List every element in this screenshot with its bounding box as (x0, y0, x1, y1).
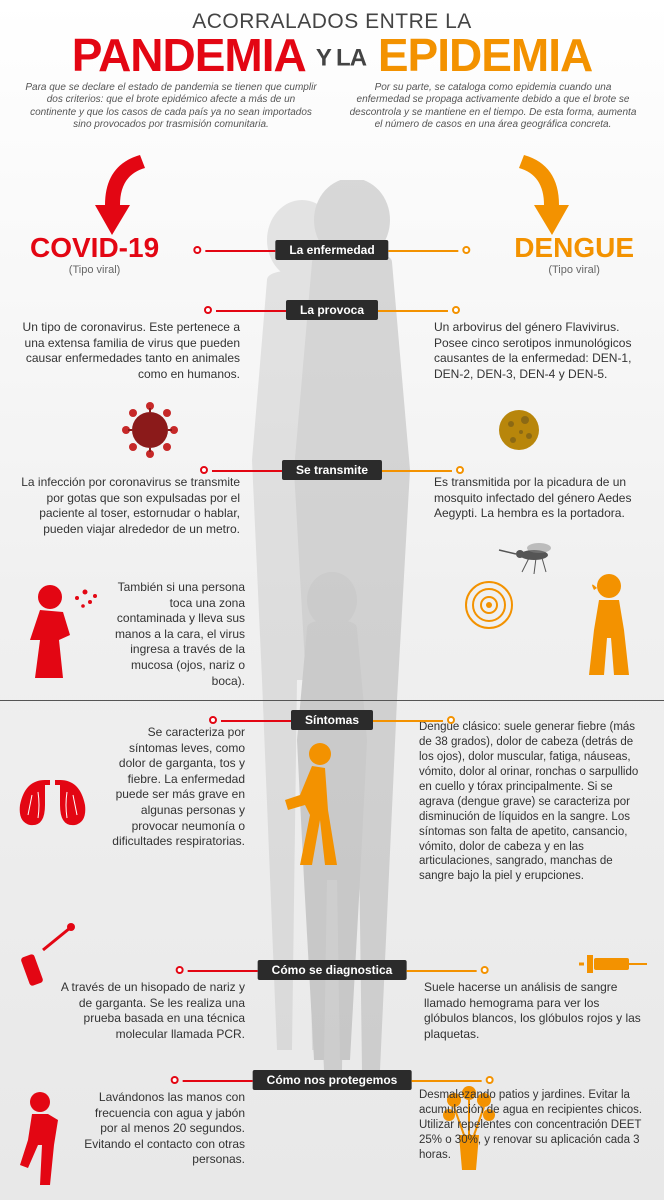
definitions-row: Para que se declare el estado de pandemi… (0, 78, 664, 132)
section-transmite: Se transmite (282, 460, 382, 480)
dengue-protegemos-text: Desmalezando patios y jardines. Evitar l… (419, 1088, 644, 1163)
lungs-icon (10, 750, 95, 830)
title-yla: Y LA (316, 44, 366, 71)
main-title: PANDEMIA Y LA EPIDEMIA (20, 34, 644, 78)
header: ACORRALADOS ENTRE LA PANDEMIA Y LA EPIDE… (0, 0, 664, 78)
dengue-heading: DENGUE (Tipo viral) (514, 232, 634, 276)
coronavirus-icon (120, 400, 180, 460)
person-walking-icon (10, 1090, 70, 1190)
infographic-page: ACORRALADOS ENTRE LA PANDEMIA Y LA EPIDE… (0, 0, 664, 1200)
dengue-transmite-text: Es transmitida por la picadura de un mos… (434, 475, 644, 522)
covid-transmite2-text: También si una persona toca una zona con… (110, 580, 245, 689)
section-protegemos: Cómo nos protegemos (253, 1070, 412, 1090)
definition-pandemia: Para que se declare el estado de pandemi… (25, 82, 317, 132)
person-bending-icon (270, 740, 350, 870)
dengue-virus-icon (489, 400, 549, 460)
horizontal-divider (0, 700, 664, 701)
dengue-sintomas-text: Dengue clásico: suele generar fiebre (má… (419, 720, 644, 884)
dengue-provoca-text: Un arbovirus del género Flavivirus. Pose… (434, 320, 644, 382)
section-sintomas: Síntomas (291, 710, 373, 730)
section-diagnostica: Cómo se diagnostica (258, 960, 407, 980)
person-sneezing-icon (15, 570, 105, 680)
section-provoca: La provoca (286, 300, 378, 320)
covid-transmite1-text: La infección por coronavirus se transmit… (20, 475, 240, 537)
covid-heading: COVID-19 (Tipo viral) (30, 232, 159, 276)
covid-type: (Tipo viral) (30, 264, 159, 276)
title-epidemia: EPIDEMIA (378, 29, 592, 81)
covid-sintomas-text: Se caracteriza por síntomas leves, como … (100, 725, 245, 850)
dengue-type: (Tipo viral) (514, 264, 634, 276)
dengue-diagnostica-text: Suele hacerse un análisis de sangre llam… (424, 980, 644, 1042)
covid-provoca-text: Un tipo de coronavirus. Este pertenece a… (20, 320, 240, 382)
target-icon (464, 580, 514, 630)
arrow-pandemia-icon (90, 150, 160, 240)
covid-diagnostica-text: A través de un hisopado de nariz y de ga… (60, 980, 245, 1042)
definition-epidemia: Por su parte, se cataloga como epidemia … (347, 82, 639, 132)
arrow-epidemia-icon (504, 150, 574, 240)
covid-protegemos-text: Lavándonos las manos con frecuencia con … (75, 1090, 245, 1168)
section-enfermedad: La enfermedad (275, 240, 388, 260)
dengue-name: DENGUE (514, 232, 634, 264)
covid-name: COVID-19 (30, 232, 159, 264)
person-headache-icon (569, 570, 649, 680)
title-pandemia: PANDEMIA (72, 29, 304, 81)
mosquito-icon (484, 530, 564, 580)
